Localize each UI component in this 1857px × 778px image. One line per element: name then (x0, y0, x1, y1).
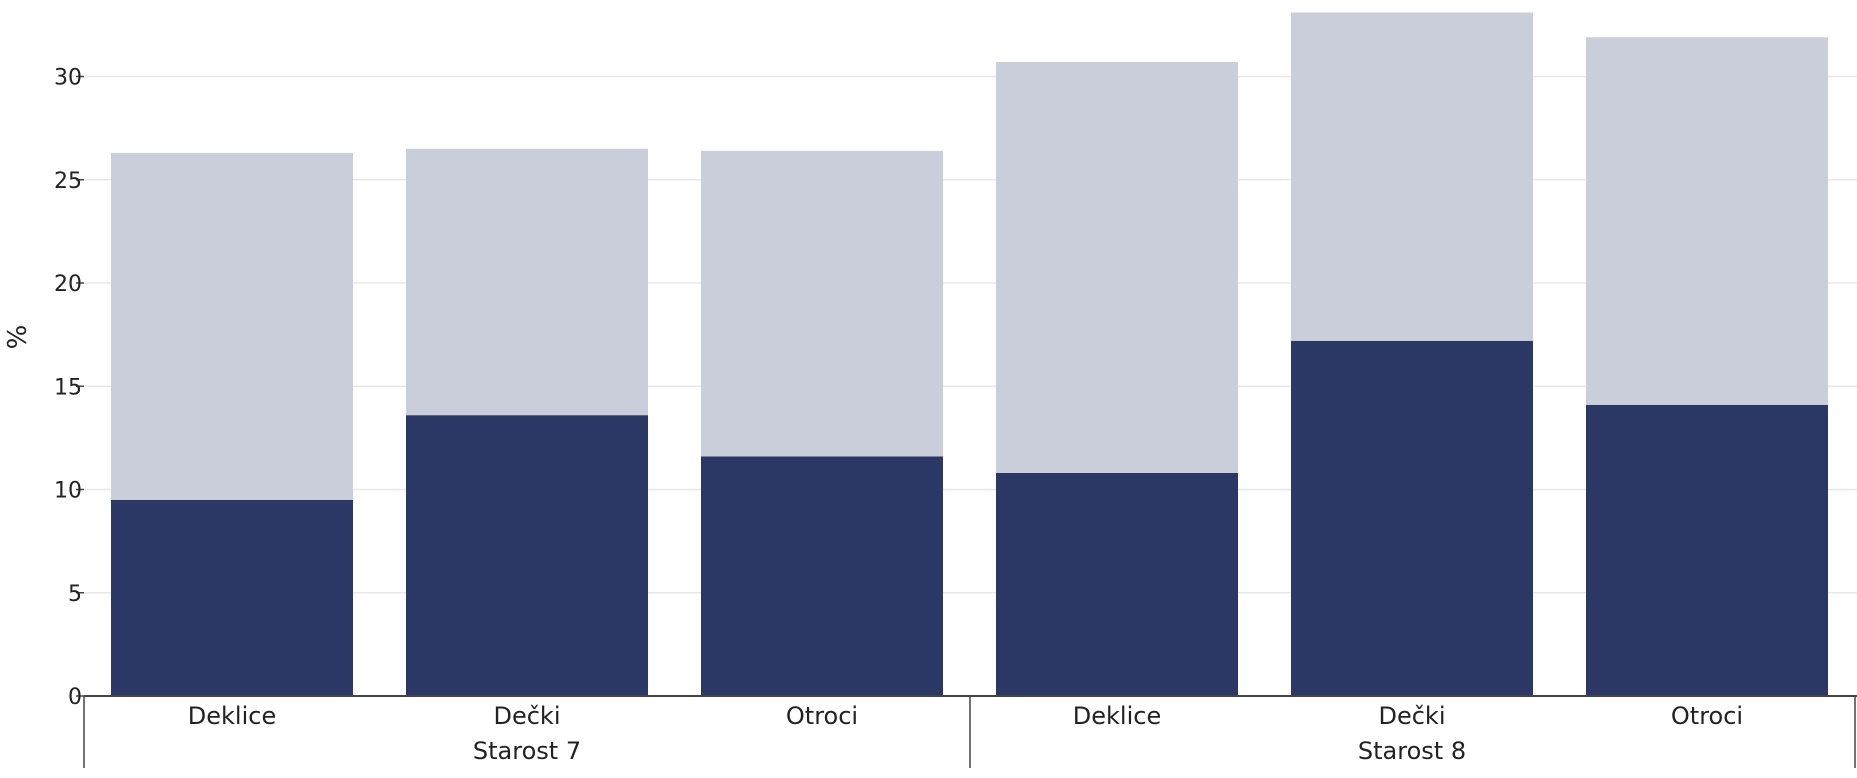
category-label: Otroci (1671, 702, 1743, 730)
axes (76, 75, 1857, 768)
bar-segment-lower (701, 456, 943, 696)
category-label: Dečki (1378, 702, 1445, 730)
bar-segment-lower (111, 499, 353, 696)
bar-segment-upper (111, 152, 353, 500)
category-label: Deklice (188, 702, 276, 730)
bar-segment-upper (701, 150, 943, 457)
category-label: Dečki (493, 702, 560, 730)
y-tick-label: 20 (54, 272, 82, 297)
bar-segment-lower (1291, 340, 1533, 696)
category-labels: Deklice Dečki Otroci Deklice Dečki Otroci (188, 702, 1743, 730)
bar-segment-upper (406, 148, 648, 416)
category-label: Deklice (1073, 702, 1161, 730)
group-labels: Starost 7 Starost 8 (473, 737, 1466, 765)
category-label: Otroci (786, 702, 858, 730)
y-axis-label: % (3, 325, 33, 350)
group-label: Starost 7 (473, 737, 581, 765)
bar-segment-upper (996, 62, 1238, 473)
gridlines (84, 75, 1857, 594)
group-label: Starost 8 (1358, 737, 1466, 765)
y-tick-labels: 0 5 10 15 20 25 30 (54, 66, 82, 711)
y-tick-label: 25 (54, 169, 82, 194)
bar-segment-lower (406, 415, 648, 696)
y-tick-label: 10 (54, 479, 82, 504)
bar-segment-upper (1291, 12, 1533, 341)
bars (111, 12, 1828, 696)
y-tick-label: 30 (54, 66, 82, 91)
y-tick-label: 5 (68, 582, 82, 607)
y-tick-label: 0 (68, 685, 82, 710)
bar-segment-lower (1586, 404, 1828, 696)
y-tick-label: 15 (54, 375, 82, 400)
bar-segment-lower (996, 472, 1238, 696)
bar-segment-upper (1586, 37, 1828, 405)
